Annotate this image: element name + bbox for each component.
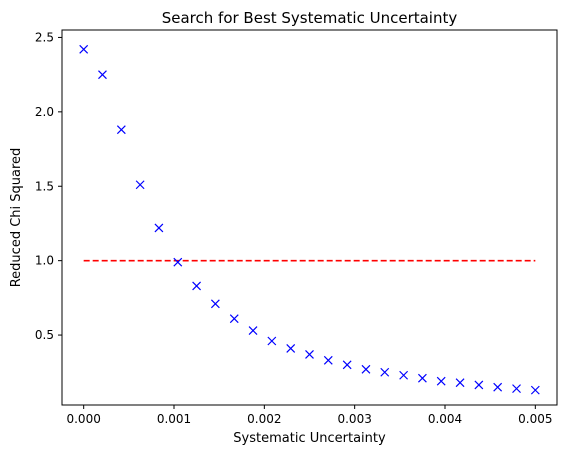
data-point [210, 299, 220, 309]
data-point [267, 336, 277, 346]
x-tick-label: 0.001 [157, 412, 191, 426]
data-point [512, 384, 521, 394]
x-tick-label: 0.003 [337, 412, 371, 426]
plot-frame [61, 29, 558, 406]
data-point [248, 326, 258, 336]
data-point [493, 382, 503, 392]
data-point [98, 70, 107, 80]
data-point [530, 385, 540, 395]
data-point [342, 360, 352, 370]
y-tick-label: 2.0 [35, 105, 54, 119]
data-point [154, 223, 164, 233]
y-tick-label: 1.5 [35, 179, 54, 193]
data-point [323, 355, 333, 365]
data-point [474, 380, 484, 390]
y-axis-label: Reduced Chi Squared [9, 148, 24, 288]
data-point [173, 257, 183, 267]
x-tick-label: 0.005 [518, 412, 552, 426]
chart-marks: 0.000 0.001 0.002 0.003 0.004 0.005 0.5 1.0 1.5 2… [35, 30, 553, 426]
x-tick-label: 0.000 [66, 412, 100, 426]
data-point [305, 349, 314, 359]
y-tick-label: 1.0 [35, 254, 54, 268]
x-tick-label: 0.004 [428, 412, 462, 426]
data-point [286, 344, 296, 353]
data-point [79, 44, 89, 54]
y-tick-label: 2.5 [35, 30, 54, 44]
x-axis-label: Systematic Uncertainty [233, 431, 386, 446]
data-point [417, 373, 427, 383]
data-point [436, 376, 446, 386]
data-point [229, 314, 239, 324]
y-tick-label: 0.5 [35, 328, 54, 342]
data-point [455, 378, 465, 388]
x-tick-label: 0.002 [247, 412, 281, 426]
data-point [135, 180, 145, 190]
chart-title: Search for Best Systematic Uncertainty [162, 9, 458, 27]
data-point [361, 364, 371, 374]
data-point [380, 367, 390, 377]
data-point [399, 370, 409, 380]
data-point [116, 125, 126, 135]
data-point [192, 281, 202, 291]
